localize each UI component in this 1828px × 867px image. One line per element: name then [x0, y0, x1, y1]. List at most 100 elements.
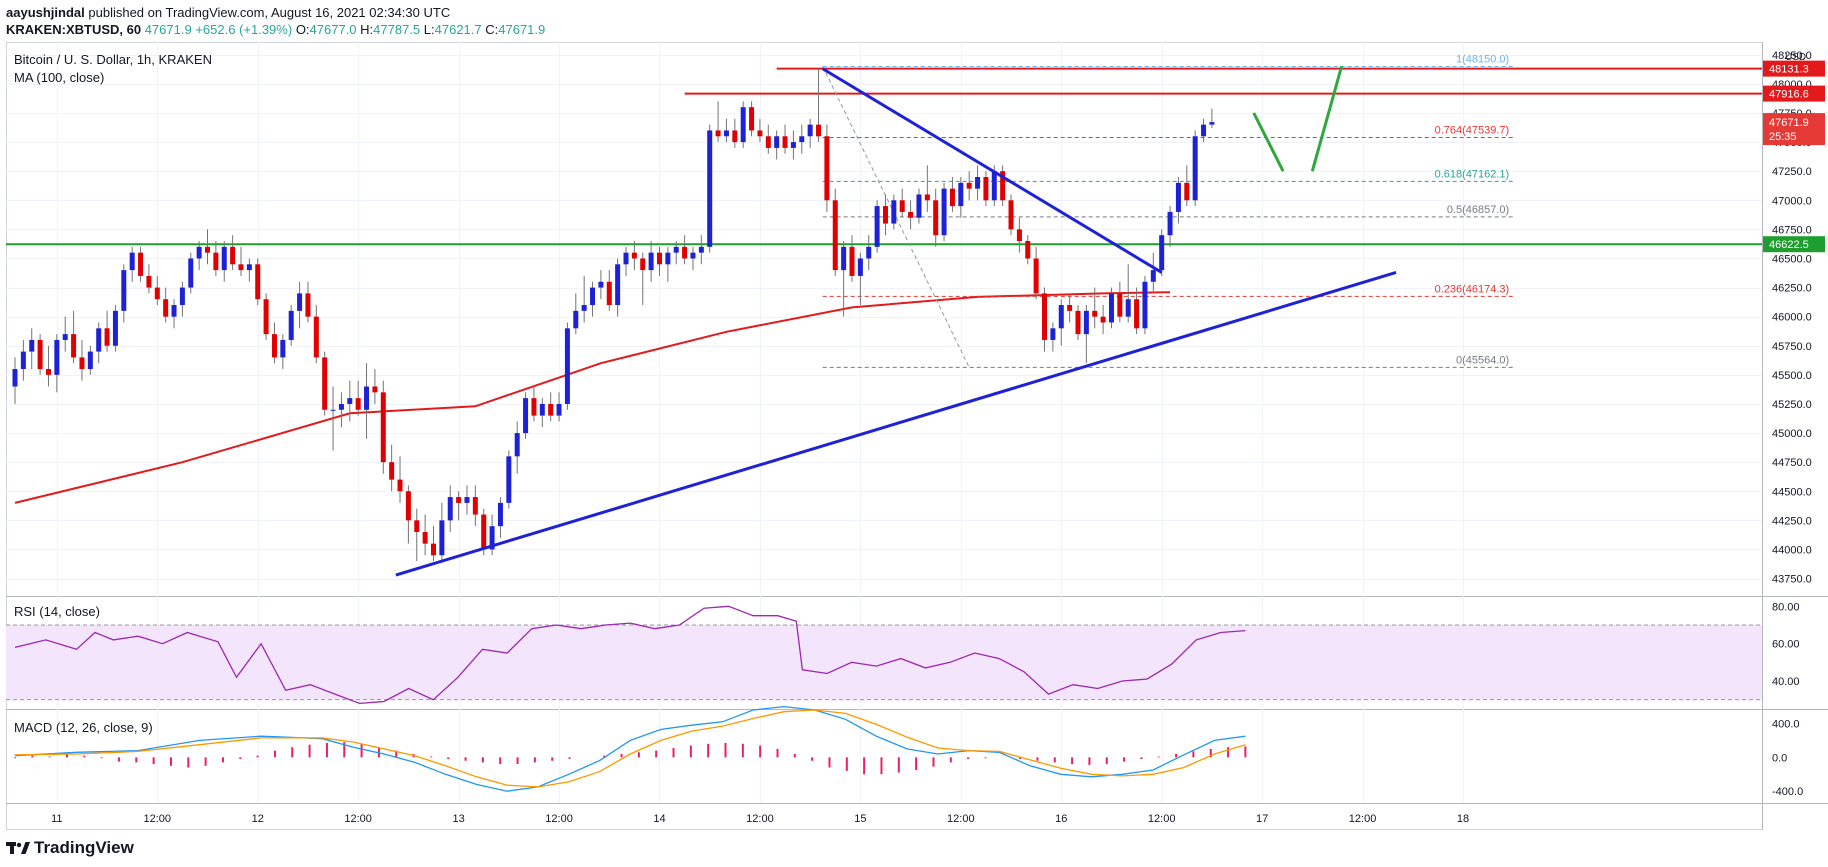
macd-label: MACD (12, 26, close, 9) [14, 720, 153, 735]
candle-body [1134, 299, 1140, 329]
candle-body [154, 287, 160, 300]
candle-body [146, 275, 152, 288]
candle-body [464, 497, 470, 503]
candle-body [1067, 305, 1073, 311]
green-support-tag-bg [1763, 236, 1825, 253]
candle-body [975, 177, 981, 189]
candle-body [54, 339, 60, 375]
candle-body [506, 456, 512, 503]
time-tick-label: 11 [51, 813, 62, 825]
chart-header: aayushjindal published on TradingView.co… [0, 0, 1828, 42]
candle-body [121, 270, 127, 311]
candle-body [841, 246, 847, 271]
time-tick-label: 12:00 [1349, 813, 1377, 825]
rsi-tick-label: 80.00 [1772, 601, 1800, 613]
price-tick-label: 45000.0 [1772, 428, 1812, 440]
macd-tick-label: 400.0 [1772, 719, 1800, 731]
last-price-tag: 47671.9 [1769, 117, 1809, 129]
ma100-line [14, 291, 1171, 504]
candle-body [45, 369, 51, 375]
candle-body [472, 497, 478, 515]
last-price-tag-bg [1763, 113, 1825, 146]
candle-body [1016, 229, 1022, 242]
rsi-line [14, 605, 1246, 705]
price-change: +652.6 (+1.39%) [195, 22, 293, 37]
red-resistance-2-tag-bg [1763, 60, 1825, 77]
low-label: L: [423, 22, 435, 37]
candle-body [1150, 270, 1156, 282]
candle-body [740, 107, 746, 143]
candle-body [138, 252, 144, 276]
candle-body [179, 287, 185, 306]
price-tick-label: 44500.0 [1772, 486, 1812, 498]
candle-body [698, 246, 704, 253]
candle-body [615, 264, 621, 306]
candle-body [1142, 281, 1148, 329]
currency-label: USD [1785, 52, 1806, 63]
fibonacci-retracement: 1(48150.0) 0.764(47539.7) 0.618(47162.1) 0.… [822, 53, 1514, 368]
rising-support-line [395, 271, 1397, 577]
time-tick-label: 12:00 [344, 813, 372, 825]
time-tick-label: 18 [1457, 813, 1469, 825]
candle-body [456, 497, 462, 503]
candle-body [1184, 182, 1190, 201]
candle-body [62, 334, 68, 340]
macd-tick-label: 0.0 [1772, 752, 1787, 764]
candle-body [949, 188, 955, 207]
candle-body [991, 171, 997, 201]
projection-path [1252, 65, 1344, 172]
price-tick-label: 47250.0 [1772, 166, 1812, 178]
candle-body [556, 403, 562, 416]
tradingview-logo-icon [6, 842, 30, 854]
close-value: 47671.9 [498, 22, 546, 37]
macd-tick-label: -400.0 [1772, 786, 1803, 798]
price-tags: 46622.5 47916.6 48131.3 47671.9 25:35 [1763, 60, 1825, 253]
red-resistance-1-tag: 47916.6 [1769, 89, 1809, 101]
symbol-label: KRAKEN:XBTUSD, 60 [6, 22, 142, 37]
candle-body [941, 188, 947, 236]
candle-body [313, 316, 319, 358]
candle-body [573, 310, 579, 329]
candle-body [322, 357, 328, 410]
time-tick-label: 12:00 [1148, 813, 1176, 825]
candle-body [37, 339, 43, 370]
ma-indicator-label: MA (100, close) [14, 70, 104, 85]
candle-body [1209, 122, 1215, 125]
candle-body [774, 136, 780, 148]
candle-body [405, 491, 411, 521]
candle-body [347, 398, 353, 404]
tradingview-logo[interactable]: TradingView [6, 838, 134, 858]
time-axis[interactable]: 11 12:00 12 12:00 13 12:00 14 12:00 15 12:00 16 12:… [51, 813, 1469, 825]
candle-body [531, 398, 537, 416]
candle-body [899, 200, 905, 212]
candle-body [188, 258, 194, 288]
candle-body [1008, 200, 1014, 230]
rsi-label: RSI (14, close) [14, 604, 100, 619]
candle-body [271, 334, 277, 358]
candle-body [824, 136, 830, 201]
candle-body [439, 520, 445, 556]
macd-pane: -400.0 0.0 400.0 [14, 705, 1803, 798]
candle-body [882, 206, 888, 224]
candle-body [1201, 124, 1207, 137]
price-tick-label: 45750.0 [1772, 341, 1812, 353]
candle-body [523, 398, 529, 434]
rsi-tick-label: 40.00 [1772, 676, 1800, 688]
price-tick-label: 48250.0 [1772, 50, 1812, 62]
candle-body [849, 246, 855, 276]
candle-body [213, 252, 219, 271]
candle-body [129, 252, 135, 271]
candle-body [874, 206, 880, 247]
price-tick-label: 46750.0 [1772, 224, 1812, 236]
author-name[interactable]: aayushjindal [6, 5, 85, 20]
candle-body [673, 246, 679, 253]
time-tick-label: 16 [1055, 813, 1067, 825]
candle-body [238, 264, 244, 271]
candle-body [606, 281, 612, 306]
low-value: 47621.7 [434, 22, 482, 37]
macd-line [14, 705, 1246, 792]
publish-line: aayushjindal published on TradingView.co… [6, 5, 450, 20]
candle-body [682, 246, 688, 259]
candle-body [916, 194, 922, 218]
